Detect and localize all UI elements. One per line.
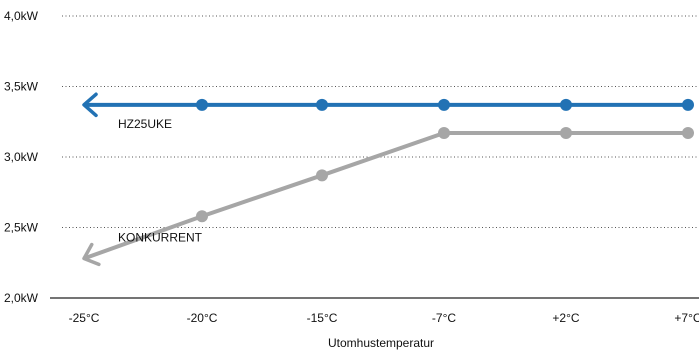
y-tick-label: 2,0kW [4,291,39,305]
x-tick-label: -15°C [307,311,338,325]
data-point [316,98,328,111]
series-group [82,92,694,267]
data-point [682,98,694,111]
data-point [316,169,328,182]
labels-group: 4,0kW 3,5kW 3,0kW 2,5kW 2,0kW -25°C -20°C -15°C… [4,9,699,325]
series-arrowhead [82,92,98,118]
data-point [196,98,208,111]
series-label: KONKURRENT [118,231,203,245]
x-tick-label: -20°C [187,311,218,325]
data-point [196,210,208,223]
x-tick-label: -7°C [432,311,456,325]
x-axis-label: Utomhustemperatur [328,336,434,350]
x-tick-label: +2°C [552,311,579,325]
y-tick-label: 2,5kW [4,221,39,235]
x-tick-label: -25°C [69,311,100,325]
series-label: HZ25UKE [118,117,172,131]
series-arrowhead [82,242,101,267]
x-tick-label: +7°C [674,311,699,325]
data-point [560,127,572,140]
y-tick-label: 4,0kW [4,9,39,23]
data-point [560,98,572,111]
series-line [83,131,688,261]
data-point [682,127,694,140]
y-tick-label: 3,0kW [4,150,39,164]
data-point [438,98,450,111]
data-point [438,127,450,140]
y-tick-label: 3,5kW [4,80,39,94]
